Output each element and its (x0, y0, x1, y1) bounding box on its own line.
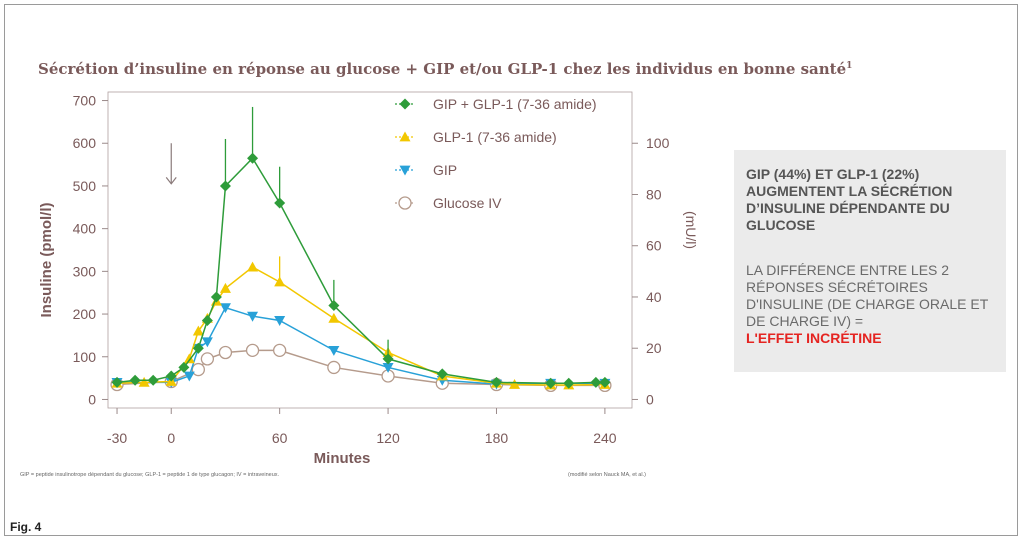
legend-entry: GIP + GLP-1 (7-36 amide) (395, 96, 597, 112)
conclusion-body: LA DIFFÉRENCE ENTRE LES 2 RÉPONSES SÉCRÉ… (746, 262, 1001, 347)
data-point (247, 262, 258, 272)
conclusion-panel: GIP (44%) ET GLP-1 (22%) AUGMENTENT LA S… (734, 150, 1006, 372)
series-gip (112, 303, 611, 389)
data-point (201, 353, 213, 365)
data-point (211, 291, 222, 302)
data-point (274, 198, 285, 209)
incretin-effect-highlight: L'EFFET INCRÉTINE (746, 330, 1001, 347)
data-point (202, 337, 213, 347)
series-gip-glp-1-7-36-amide (112, 107, 611, 389)
legend-entry: GIP (395, 162, 457, 178)
data-point (192, 364, 204, 376)
x-tick-label: 240 (593, 430, 617, 446)
data-point (274, 277, 285, 287)
series-line (117, 267, 605, 385)
data-point (220, 283, 231, 293)
conclusion-body-text: LA DIFFÉRENCE ENTRE LES 2 RÉPONSES SÉCRÉ… (746, 262, 988, 329)
legend-label: Glucose IV (433, 195, 502, 211)
y2-tick-label: 20 (646, 340, 662, 356)
y-tick-label: 500 (73, 178, 97, 194)
data-point (328, 361, 340, 373)
legend-marker (399, 197, 411, 209)
y-axis-label: Insuline (pmol/l) (38, 202, 55, 317)
data-point (274, 344, 286, 356)
legend-label: GIP + GLP-1 (7-36 amide) (433, 96, 597, 112)
x-tick-label: 0 (167, 430, 175, 446)
y-tick-label: 100 (73, 349, 97, 365)
y2-tick-label: 40 (646, 289, 662, 305)
figure-label: Fig. 4 (10, 520, 41, 534)
data-point (148, 375, 159, 386)
legend-entry: Glucose IV (395, 195, 502, 211)
y2-tick-label: 60 (646, 238, 662, 254)
conclusion-headline: GIP (44%) ET GLP-1 (22%) AUGMENTENT LA S… (746, 166, 1001, 234)
y-tick-label: 400 (73, 221, 97, 237)
y-tick-label: 200 (73, 306, 97, 322)
y2-tick-label: 100 (646, 135, 670, 151)
legend-label: GLP-1 (7-36 amide) (433, 129, 557, 145)
data-point (184, 372, 195, 382)
x-tick-label: -30 (107, 430, 127, 446)
x-axis-label: Minutes (314, 450, 371, 467)
y2-tick-label: 80 (646, 186, 662, 202)
source-footnote: (modifié selon Nauck MA, et al.) (568, 472, 646, 478)
legend-marker (400, 99, 411, 110)
y2-axis-label: (mU/l) (683, 211, 699, 249)
y-tick-label: 600 (73, 135, 97, 151)
legend-label: GIP (433, 162, 457, 178)
data-point (328, 313, 339, 323)
y-tick-label: 700 (73, 93, 97, 109)
x-tick-label: 180 (485, 430, 509, 446)
x-tick-label: 120 (376, 430, 400, 446)
y-tick-label: 0 (88, 391, 96, 407)
y2-tick-label: 0 (646, 391, 654, 407)
y-tick-label: 300 (73, 263, 97, 279)
data-point (219, 346, 231, 358)
data-point (274, 316, 285, 326)
x-tick-label: 60 (272, 430, 288, 446)
series-line (117, 158, 605, 383)
legend-entry: GLP-1 (7-36 amide) (395, 129, 557, 145)
data-point (247, 344, 259, 356)
abbreviations-footnote: GIP = peptide insulinotrope dépendant du… (20, 472, 279, 478)
